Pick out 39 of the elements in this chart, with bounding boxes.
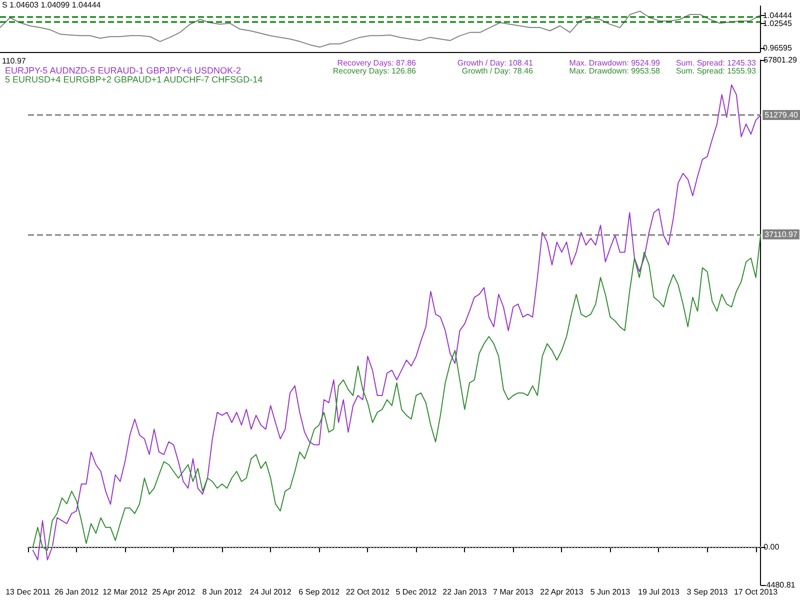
- ref-line-label: 51279.40: [764, 110, 799, 120]
- annotation: S 1.04603 1.04099 1.04444: [2, 0, 102, 10]
- ref-line-label: 37110.97: [764, 230, 798, 239]
- x-tick-label: 7 Mar 2013: [492, 588, 534, 596]
- x-tick-label: 8 Jun 2012: [202, 588, 242, 596]
- x-tick-label: 12 Mar 2012: [102, 588, 148, 596]
- x-tick-label: 22 Apr 2013: [540, 588, 584, 596]
- x-tick-label: 22 Oct 2012: [346, 588, 390, 596]
- text: 5 EURUSD+4 EURGBP+2 GBPAUD+1 AUDCHF-7 CHFSGD-14: [5, 74, 263, 84]
- x-tick-label: 5 Dec 2012: [396, 588, 438, 596]
- line-series: [32, 234, 762, 551]
- y-tick-label: -4480.81: [764, 580, 796, 590]
- x-tick-label: 24 Jul 2012: [250, 588, 292, 596]
- annotation: Growth / Day: 78.46: [462, 66, 534, 76]
- annotation: Sum. Spread: 1555.93: [676, 66, 757, 76]
- y-tick-label: 0.00: [764, 542, 780, 552]
- y-tick-label: 1.04444: [763, 10, 792, 20]
- annotation: Max. Drawdown: 9953.58: [569, 66, 661, 76]
- text: EURJPY-5 AUDNZD-5 EURAUD-1 GBPJPY+6 USDNOK-2: [5, 66, 241, 76]
- x-tick-label: 5 Jun 2013: [590, 588, 631, 596]
- annotation: Recovery Days: 126.86: [332, 66, 417, 76]
- annotation: Recovery Days: 87.86: [337, 58, 417, 68]
- annotation: Growth / Day: 108.41: [457, 58, 534, 68]
- x-tick-label: 19 Jul 2013: [638, 588, 680, 596]
- x-tick-label: 26 Jan 2012: [54, 588, 100, 596]
- x-tick-label: 3 Sep 2013: [686, 588, 728, 596]
- line-series: [32, 84, 762, 560]
- text: 110.97: [2, 56, 26, 66]
- x-tick-label: 6 Sep 2012: [298, 588, 340, 596]
- x-tick-label: 13 Dec 2011: [6, 588, 51, 596]
- x-tick-label: 22 Jan 2013: [442, 588, 488, 596]
- x-tick-label: 25 Apr 2012: [152, 588, 196, 596]
- y-tick-label: 1.02545: [763, 18, 792, 28]
- line-series: [0, 10, 760, 48]
- annotation: Sum. Spread: 1245.33: [676, 58, 757, 68]
- x-tick-label: 17 Oct 2013: [734, 588, 778, 596]
- y-tick-label: 57801.29: [764, 56, 798, 64]
- annotation: Max. Drawdown: 9524.99: [569, 58, 661, 68]
- y-tick-label: 0.96595: [763, 44, 792, 53]
